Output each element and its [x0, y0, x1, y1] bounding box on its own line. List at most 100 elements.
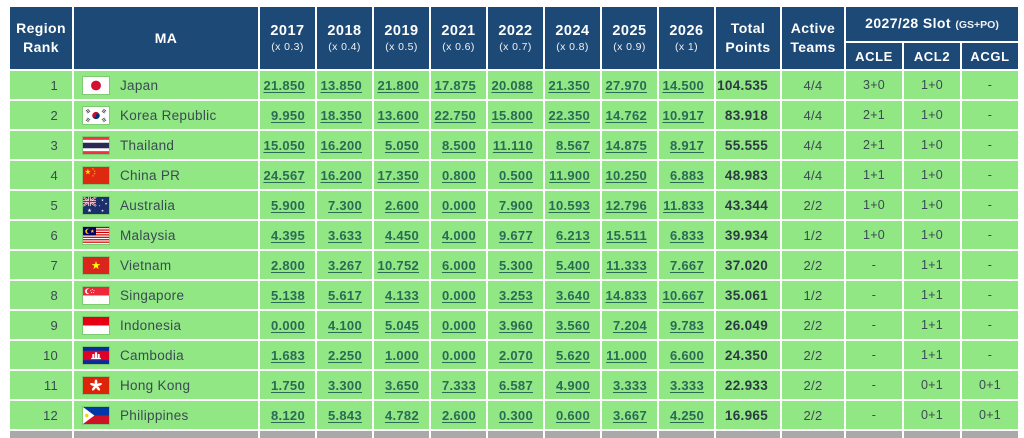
country-name: Cambodia — [120, 347, 184, 363]
points-link[interactable]: 21.350 — [548, 77, 590, 93]
points-link[interactable]: 3.333 — [612, 377, 647, 393]
points-link[interactable]: 0.000 — [270, 317, 305, 333]
points-link[interactable]: 11.333 — [606, 257, 647, 273]
points-link[interactable]: 5.045 — [384, 317, 419, 333]
points-link[interactable]: 0.500 — [498, 167, 533, 183]
points-link[interactable]: 0.600 — [555, 407, 590, 423]
points-link[interactable]: 17.350 — [377, 167, 419, 183]
points-link[interactable]: 8.120 — [270, 407, 305, 423]
points-link[interactable]: 4.250 — [669, 407, 704, 423]
points-link[interactable]: 13.850 — [320, 77, 362, 93]
points-link[interactable]: 1.750 — [270, 377, 305, 393]
points-link[interactable]: 13.600 — [377, 107, 419, 123]
points-link[interactable]: 2.250 — [327, 347, 362, 363]
points-link[interactable]: 2.070 — [498, 347, 533, 363]
points-link[interactable]: 10.667 — [662, 287, 704, 303]
points-link[interactable]: 7.204 — [612, 317, 647, 333]
points-link[interactable]: 4.133 — [384, 287, 419, 303]
points-link[interactable]: 9.783 — [669, 317, 704, 333]
points-link[interactable]: 6.833 — [669, 227, 704, 243]
points-link[interactable]: 4.000 — [441, 227, 476, 243]
points-link[interactable]: 8.567 — [555, 137, 590, 153]
points-link[interactable]: 5.617 — [327, 287, 362, 303]
points-link[interactable]: 7.667 — [669, 257, 704, 273]
points-link[interactable]: 3.267 — [327, 257, 362, 273]
points-link[interactable]: 2.600 — [384, 197, 419, 213]
points-link[interactable]: 10.250 — [605, 167, 647, 183]
points-link[interactable]: 4.395 — [270, 227, 305, 243]
points-link[interactable]: 14.500 — [662, 77, 704, 93]
points-link[interactable]: 15.511 — [606, 227, 647, 243]
points-link[interactable]: 18.350 — [320, 107, 362, 123]
points-link[interactable]: 11.900 — [549, 167, 590, 183]
points-link[interactable]: 0.000 — [441, 197, 476, 213]
points-link[interactable]: 11.000 — [606, 347, 647, 363]
points-link[interactable]: 5.843 — [327, 407, 362, 423]
points-link[interactable]: 22.750 — [434, 107, 476, 123]
points-link[interactable]: 3.560 — [555, 317, 590, 333]
points-link[interactable]: 3.650 — [384, 377, 419, 393]
points-link[interactable]: 10.917 — [662, 107, 704, 123]
points-link[interactable]: 15.050 — [263, 137, 305, 153]
points-link[interactable]: 3.333 — [669, 377, 704, 393]
points-link[interactable]: 16.200 — [320, 167, 362, 183]
points-link[interactable]: 5.138 — [270, 287, 305, 303]
points-link[interactable]: 22.350 — [548, 107, 590, 123]
points-link[interactable]: 17.875 — [434, 77, 476, 93]
points-link[interactable]: 15.800 — [491, 107, 533, 123]
points-link[interactable]: 8.500 — [441, 137, 476, 153]
points-link[interactable]: 4.450 — [384, 227, 419, 243]
points-link[interactable]: 1.683 — [270, 347, 305, 363]
points-link[interactable]: 10.752 — [377, 257, 419, 273]
points-link[interactable]: 6.600 — [669, 347, 704, 363]
points-link[interactable]: 4.782 — [384, 407, 419, 423]
points-link[interactable]: 9.677 — [498, 227, 533, 243]
points-link[interactable]: 4.100 — [327, 317, 362, 333]
points-link[interactable]: 3.640 — [555, 287, 590, 303]
points-link[interactable]: 27.970 — [605, 77, 647, 93]
points-link[interactable]: 14.833 — [605, 287, 647, 303]
points-link[interactable]: 6.883 — [669, 167, 704, 183]
points-link[interactable]: 0.300 — [498, 407, 533, 423]
points-link[interactable]: 2.800 — [270, 257, 305, 273]
points-link[interactable]: 12.796 — [605, 197, 647, 213]
points-link[interactable]: 7.900 — [498, 197, 533, 213]
active-teams-cell: 1/2 — [782, 221, 844, 249]
points-link[interactable]: 5.300 — [498, 257, 533, 273]
points-link[interactable]: 6.213 — [555, 227, 590, 243]
points-link[interactable]: 3.633 — [327, 227, 362, 243]
points-link[interactable]: 2.600 — [441, 407, 476, 423]
points-link[interactable]: 7.300 — [327, 197, 362, 213]
points-link[interactable]: 0.000 — [441, 317, 476, 333]
points-link[interactable]: 11.833 — [663, 197, 704, 213]
points-link[interactable]: 3.300 — [327, 377, 362, 393]
points-link[interactable]: 5.620 — [555, 347, 590, 363]
points-link[interactable]: 0.000 — [441, 287, 476, 303]
points-link[interactable]: 21.850 — [263, 77, 305, 93]
singapore-flag-icon — [83, 286, 109, 304]
points-link[interactable]: 4.900 — [555, 377, 590, 393]
points-link[interactable]: 11.110 — [492, 137, 533, 153]
points-link[interactable]: 3.960 — [498, 317, 533, 333]
points-link[interactable]: 0.000 — [441, 347, 476, 363]
points-link[interactable]: 16.200 — [320, 137, 362, 153]
points-link[interactable]: 5.050 — [384, 137, 419, 153]
points-link[interactable]: 24.567 — [263, 167, 305, 183]
acl2-slot-cell: 1+0 — [904, 131, 960, 159]
points-link[interactable]: 21.800 — [377, 77, 419, 93]
points-link[interactable]: 0.800 — [441, 167, 476, 183]
points-link[interactable]: 6.000 — [441, 257, 476, 273]
points-link[interactable]: 8.917 — [669, 137, 704, 153]
points-link[interactable]: 1.000 — [384, 347, 419, 363]
points-link[interactable]: 14.762 — [605, 107, 647, 123]
points-link[interactable]: 9.950 — [270, 107, 305, 123]
points-link[interactable]: 3.667 — [612, 407, 647, 423]
points-link[interactable]: 6.587 — [498, 377, 533, 393]
points-link[interactable]: 5.900 — [270, 197, 305, 213]
points-link[interactable]: 5.400 — [555, 257, 590, 273]
points-link[interactable]: 7.333 — [441, 377, 476, 393]
points-link[interactable]: 14.875 — [605, 137, 647, 153]
points-link[interactable]: 20.088 — [491, 77, 533, 93]
points-link[interactable]: 10.593 — [548, 197, 590, 213]
points-link[interactable]: 3.253 — [498, 287, 533, 303]
